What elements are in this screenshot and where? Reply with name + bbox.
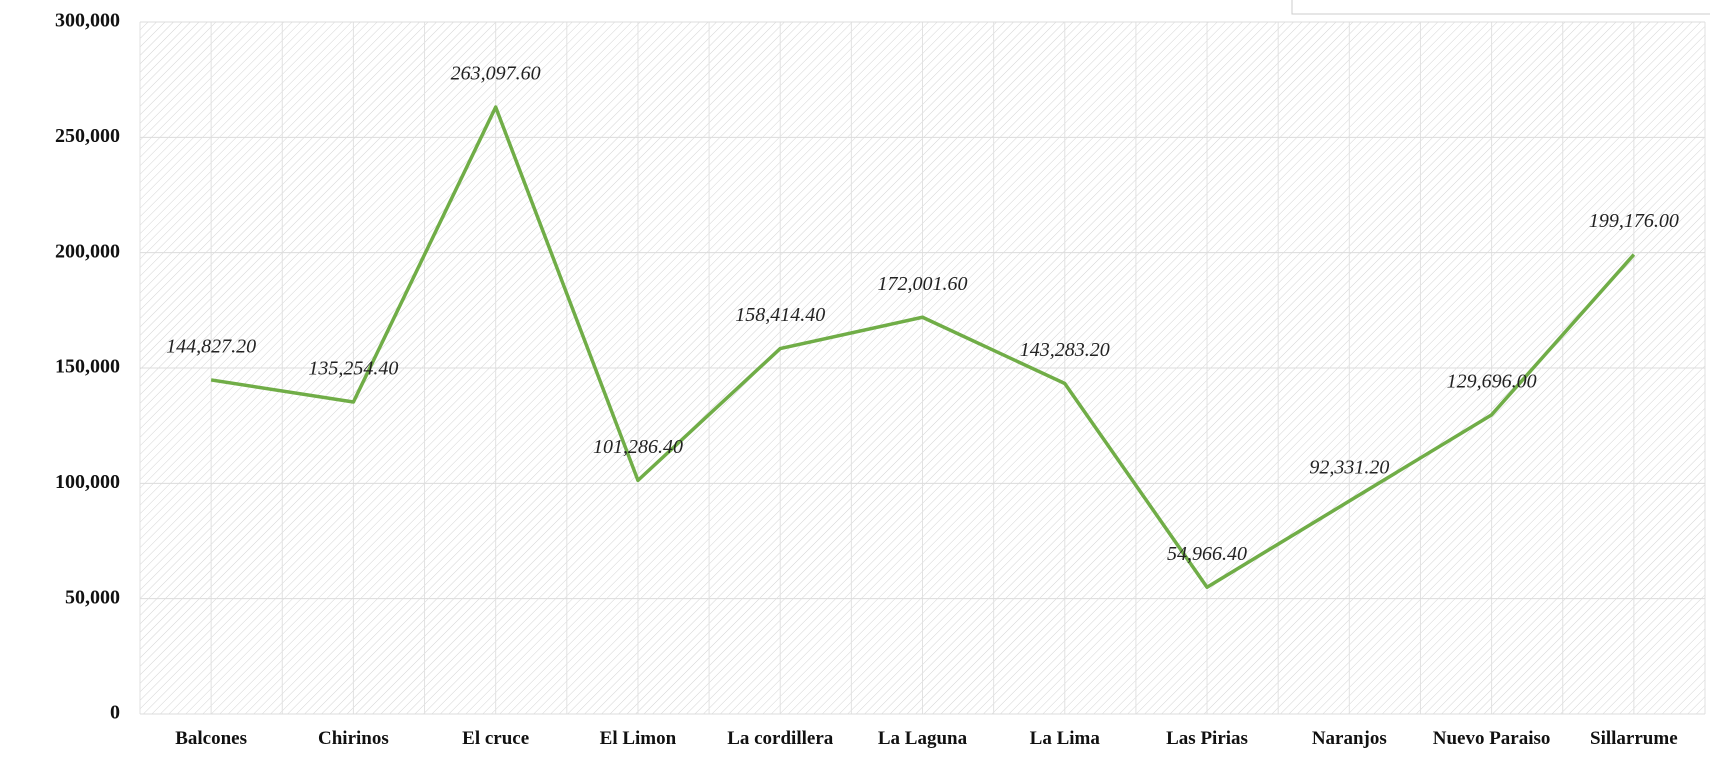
x-tick-label: La Laguna bbox=[877, 728, 968, 749]
y-tick-label: 100,000 bbox=[55, 471, 120, 493]
legend-box bbox=[1291, 0, 1710, 15]
y-tick-label: 150,000 bbox=[55, 356, 120, 378]
data-label: 143,283.20 bbox=[1020, 339, 1110, 361]
y-tick-label: 200,000 bbox=[55, 240, 120, 262]
x-tick-label: Chirinos bbox=[318, 728, 389, 749]
data-label: 144,827.20 bbox=[166, 336, 256, 358]
x-tick-label: Balcones bbox=[175, 728, 248, 749]
x-tick-label: Las Pirias bbox=[1166, 728, 1248, 749]
y-tick-label: 50,000 bbox=[65, 586, 120, 608]
y-tick-label: 300,000 bbox=[55, 10, 120, 32]
data-label: 129,696.00 bbox=[1447, 370, 1537, 392]
data-label: 158,414.40 bbox=[735, 304, 825, 326]
data-label: 54,966.40 bbox=[1167, 543, 1247, 565]
x-tick-label: Sillarrume bbox=[1590, 728, 1678, 749]
x-tick-label: La Lima bbox=[1029, 728, 1100, 749]
data-label: 199,176.00 bbox=[1589, 210, 1679, 232]
x-tick-label: El Limon bbox=[599, 728, 677, 749]
x-tick-label: Naranjos bbox=[1311, 728, 1387, 749]
data-label: 92,331.20 bbox=[1309, 457, 1389, 479]
y-tick-label: 0 bbox=[110, 702, 120, 724]
x-tick-label: El cruce bbox=[462, 728, 530, 749]
data-label: 101,286.40 bbox=[593, 436, 683, 458]
data-line bbox=[210, 105, 1636, 589]
data-label: 263,097.60 bbox=[451, 63, 541, 85]
x-tick-label: La cordillera bbox=[727, 728, 834, 749]
y-tick-label: 250,000 bbox=[55, 125, 120, 147]
data-label: 135,254.40 bbox=[308, 358, 398, 380]
x-tick-label: Nuevo Paraiso bbox=[1432, 728, 1551, 749]
data-label: 172,001.60 bbox=[878, 273, 968, 295]
